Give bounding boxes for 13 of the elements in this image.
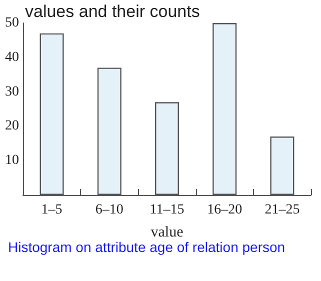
chart-title: values and their counts <box>25 2 200 21</box>
y-tick-label: 10 <box>5 153 19 168</box>
y-tick-label: 30 <box>5 84 19 100</box>
y-tick-label: 20 <box>5 118 19 134</box>
y-tick-label: 50 <box>5 16 19 30</box>
text: Histogram on attribute age of relation person <box>8 239 286 255</box>
x-axis-title: value <box>150 224 184 240</box>
x-tick-label: 16–20 <box>207 202 242 218</box>
x-tick-label: 1–5 <box>41 202 62 218</box>
y-tick-label: 40 <box>5 50 19 65</box>
x-tick-label: 11–15 <box>150 202 184 218</box>
x-tick-label: 6–10 <box>95 202 124 218</box>
x-tick-label: 21–25 <box>264 202 300 218</box>
